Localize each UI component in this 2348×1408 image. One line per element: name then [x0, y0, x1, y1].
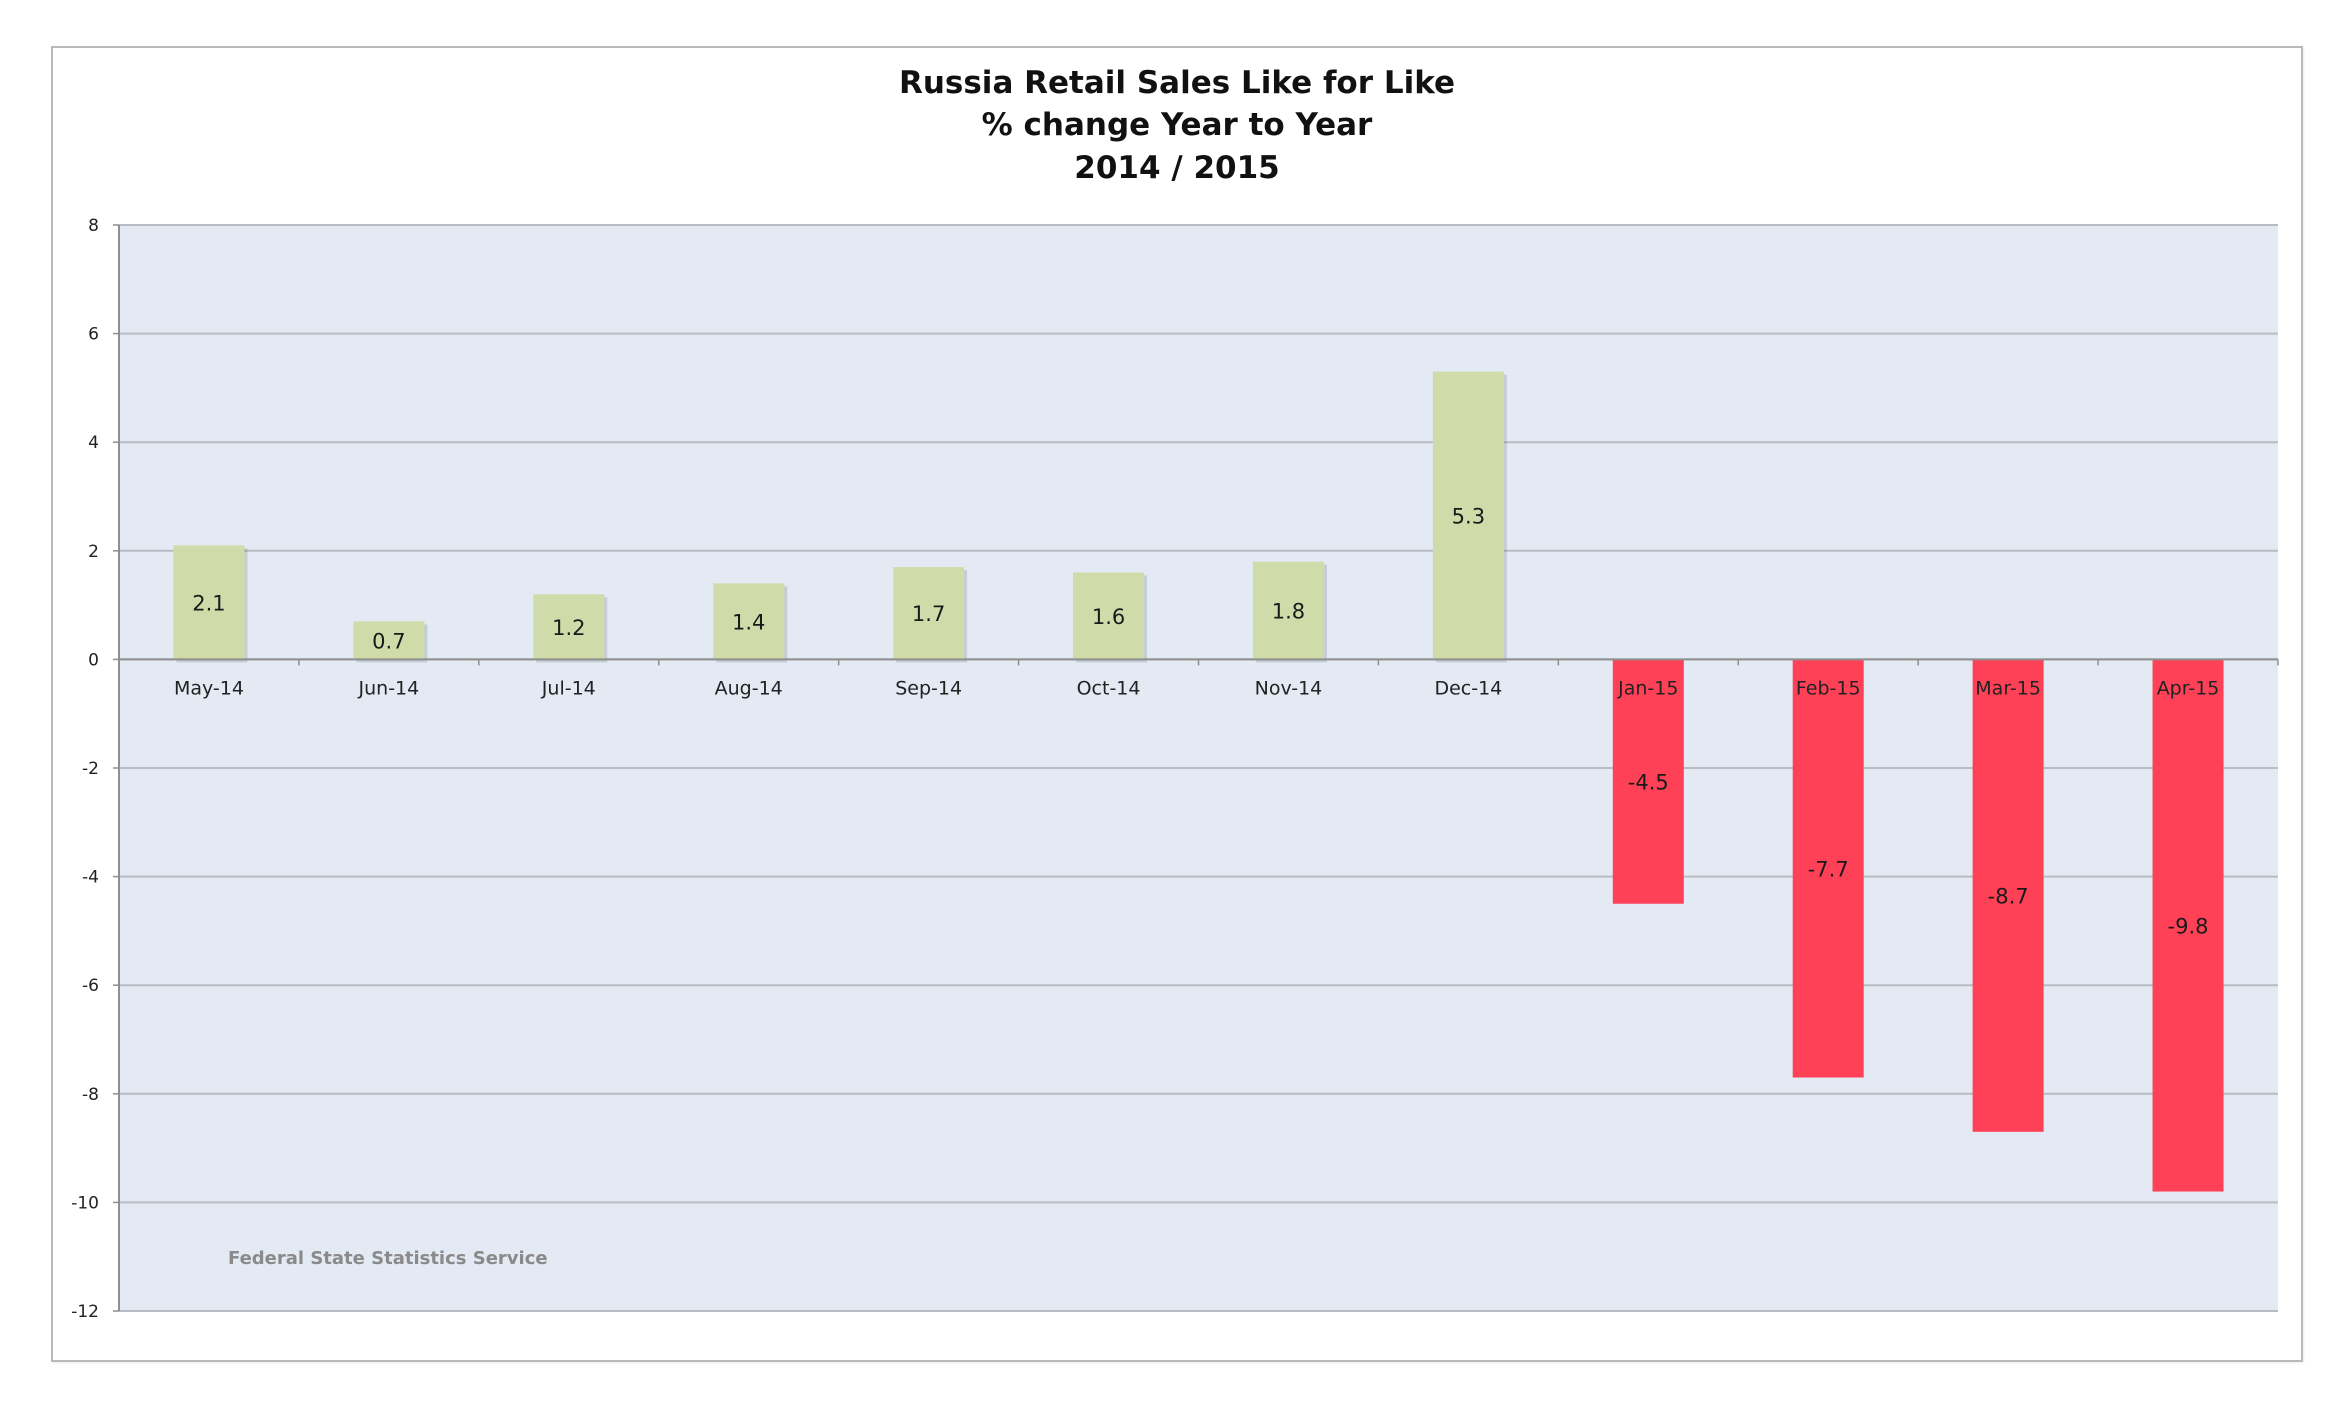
x-tick-label: Nov-14 — [1255, 677, 1323, 699]
y-tick-label: -10 — [71, 1193, 99, 1213]
data-label: -7.7 — [1808, 857, 1849, 881]
y-tick-label: 2 — [88, 542, 99, 562]
x-tick-label: Sep-14 — [895, 677, 962, 699]
bar-chart: 8 6 4 2 0 -2 -4 -6 -8 -10 -12 2.1 May-14 0.7 Jun-14 1.2… — [71, 65, 2279, 1322]
y-tick-label: -8 — [82, 1085, 99, 1105]
data-label: 1.8 — [1272, 600, 1305, 624]
y-tick-label: -6 — [82, 976, 99, 996]
data-label: 1.6 — [1092, 605, 1125, 629]
chart-frame: 8 6 4 2 0 -2 -4 -6 -8 -10 -12 2.1 May-14 0.7 Jun-14 1.2… — [51, 46, 2303, 1362]
y-tick-label: 8 — [88, 216, 99, 236]
bar — [893, 567, 965, 660]
bars — [173, 371, 2224, 1192]
bar — [2152, 659, 2224, 1192]
data-label: -4.5 — [1628, 771, 1669, 795]
x-tick-label: Jun-14 — [358, 677, 420, 699]
data-label: 1.7 — [912, 602, 945, 626]
chart-title-line-2: % change Year to Year — [982, 107, 1373, 143]
bar — [173, 545, 245, 660]
labels: 8 6 4 2 0 -2 -4 -6 -8 -10 -12 2.1 May-14 0.7 Jun-14 1.2… — [71, 216, 2219, 1322]
bar — [1792, 659, 1864, 1078]
y-tick-label: -4 — [82, 868, 99, 888]
y-tick-label: 6 — [88, 325, 99, 345]
y-tick-label: -12 — [71, 1302, 99, 1322]
bar — [1073, 572, 1145, 660]
data-label: 2.1 — [192, 591, 225, 615]
data-label: 5.3 — [1452, 505, 1485, 529]
data-label: 1.4 — [732, 610, 765, 634]
bar — [1432, 371, 1504, 660]
bar — [353, 621, 425, 660]
y-tick-label: -2 — [82, 759, 99, 779]
axes — [113, 224, 2279, 1312]
source-note: Federal State Statistics Service — [228, 1248, 548, 1269]
x-tick-label: May-14 — [174, 677, 244, 699]
data-label: -9.8 — [2168, 914, 2209, 938]
bar — [1612, 659, 1684, 904]
x-tick-label: Oct-14 — [1077, 677, 1141, 699]
gridlines — [119, 224, 2278, 1312]
x-tick-label: Aug-14 — [715, 677, 783, 699]
bar — [533, 594, 605, 660]
bar — [1252, 561, 1324, 660]
data-label: 0.7 — [372, 629, 405, 653]
bar — [1972, 659, 2044, 1132]
chart-title-line-3: 2014 / 2015 — [1074, 150, 1279, 186]
x-tick-label: Feb-15 — [1796, 677, 1861, 699]
x-tick-label: Mar-15 — [1975, 677, 2041, 699]
data-label: 1.2 — [552, 616, 585, 640]
bar — [713, 583, 785, 660]
x-tick-label: Jan-15 — [1617, 677, 1678, 699]
chart-title-line-1: Russia Retail Sales Like for Like — [899, 65, 1455, 101]
y-tick-label: 4 — [88, 433, 99, 453]
x-tick-label: Dec-14 — [1434, 677, 1502, 699]
y-tick-label: 0 — [88, 650, 99, 670]
data-label: -8.7 — [1988, 885, 2029, 909]
x-tick-label: Jul-14 — [541, 677, 596, 699]
x-tick-label: Apr-15 — [2157, 677, 2220, 699]
